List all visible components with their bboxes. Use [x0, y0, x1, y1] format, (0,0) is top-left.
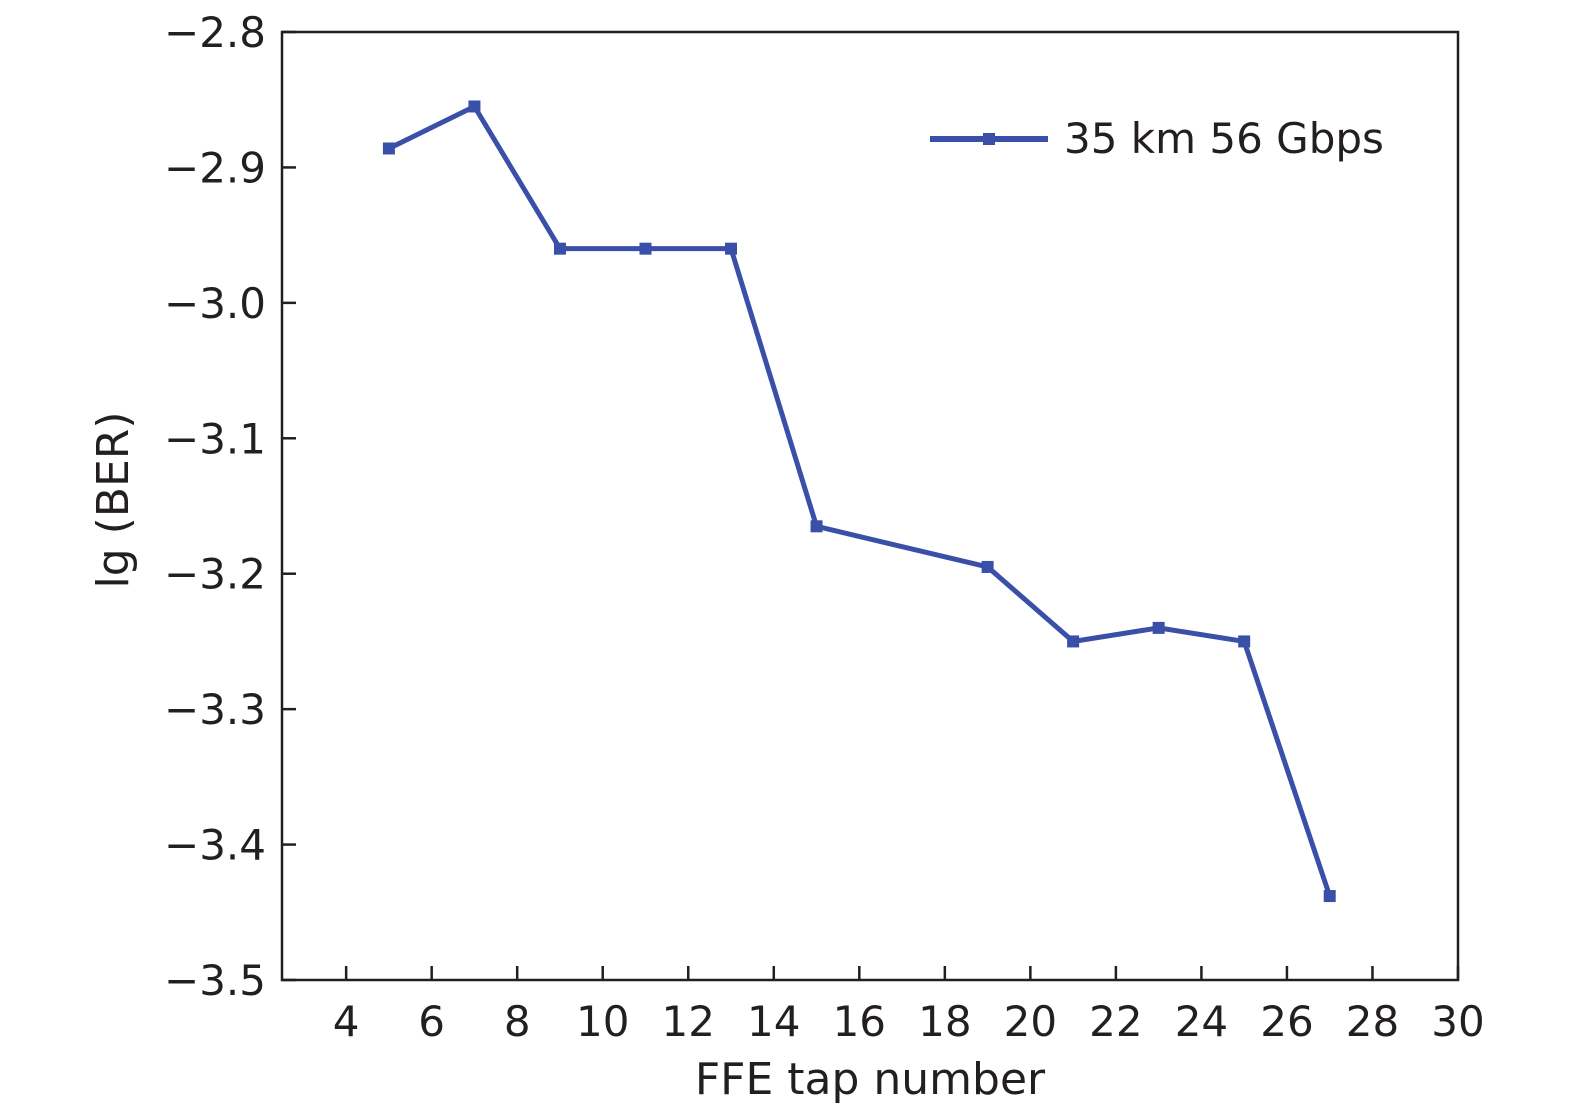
x-tick-label: 18 — [918, 997, 971, 1046]
x-tick-label: 16 — [833, 997, 886, 1046]
x-tick-label: 8 — [504, 997, 531, 1046]
legend-marker — [983, 133, 995, 145]
data-point — [1238, 635, 1251, 648]
x-ticks: 4 6 8 10 12 14 16 18 20 22 24 26 28 30 — [333, 966, 1485, 1046]
x-tick-label: 6 — [418, 997, 445, 1046]
plot-area-frame — [280, 30, 1460, 982]
y-ticks: −2.8 −2.9 −3.0 −3.1 −3.2 −3.3 −3.4 −3.5 — [164, 8, 296, 1005]
data-point — [810, 520, 823, 533]
series-group — [382, 100, 1336, 903]
data-point — [1323, 890, 1336, 903]
y-tick-label: −3.0 — [164, 279, 266, 328]
data-point — [468, 100, 481, 113]
x-tick-label: 28 — [1346, 997, 1399, 1046]
x-tick-label: 10 — [576, 997, 629, 1046]
y-tick-label: −3.1 — [164, 414, 266, 463]
x-tick-label: 22 — [1089, 997, 1142, 1046]
data-point — [981, 560, 994, 573]
legend-label: 35 km 56 Gbps — [1064, 114, 1384, 163]
data-point — [1067, 635, 1080, 648]
x-axis-title: FFE tap number — [695, 1054, 1046, 1105]
x-tick-label: 20 — [1004, 997, 1057, 1046]
x-tick-label: 4 — [333, 997, 360, 1046]
x-tick-label: 30 — [1431, 997, 1484, 1046]
data-point — [725, 242, 738, 255]
y-tick-label: −2.9 — [164, 143, 266, 192]
data-point — [1152, 621, 1165, 634]
data-point — [382, 142, 395, 155]
y-tick-label: −3.3 — [164, 685, 266, 734]
y-tick-label: −2.8 — [164, 8, 266, 57]
x-tick-label: 24 — [1175, 997, 1228, 1046]
y-tick-label: −3.5 — [164, 956, 266, 1005]
series-line — [387, 103, 1333, 897]
data-point — [553, 242, 566, 255]
legend: 35 km 56 Gbps — [930, 114, 1384, 163]
y-axis-title: lg (BER) — [88, 411, 139, 588]
y-tick-label: −3.4 — [164, 821, 266, 870]
data-point — [639, 242, 652, 255]
x-tick-label: 26 — [1260, 997, 1313, 1046]
x-tick-label: 12 — [662, 997, 715, 1046]
y-tick-label: −3.2 — [164, 550, 266, 599]
x-tick-label: 14 — [747, 997, 800, 1046]
